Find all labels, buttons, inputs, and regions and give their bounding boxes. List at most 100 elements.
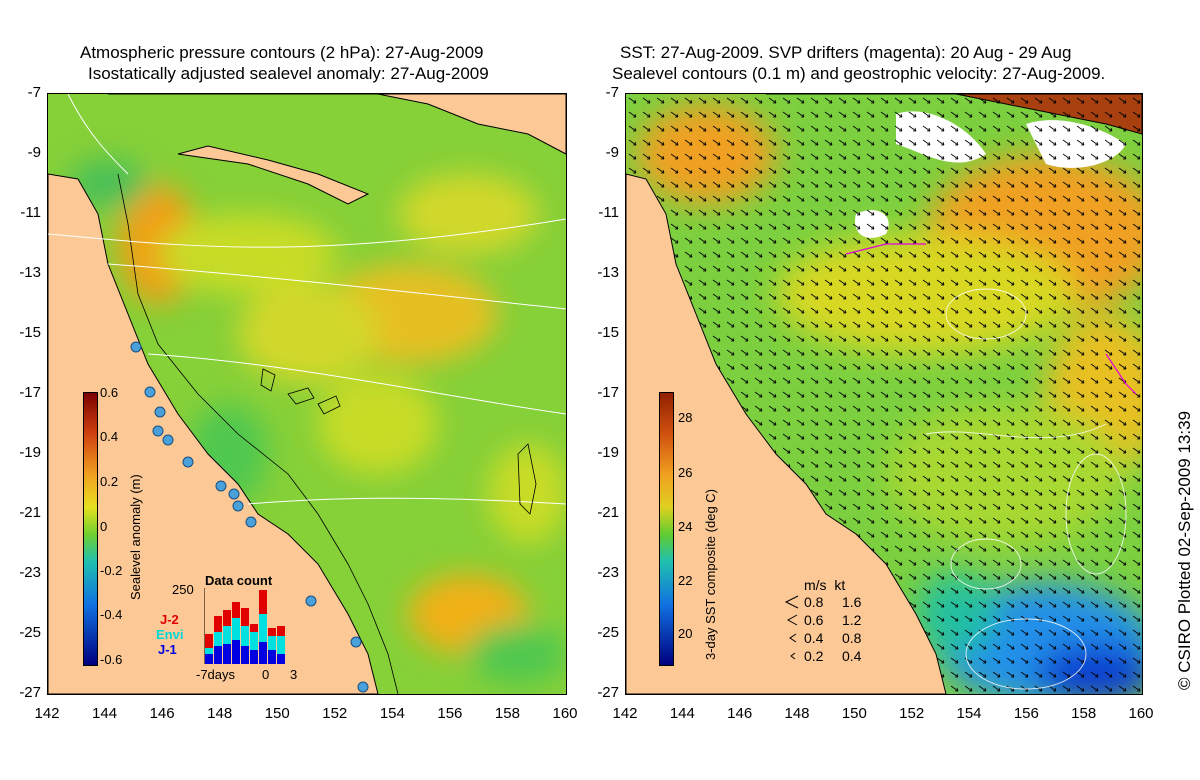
lat-tick-label: -19: [19, 444, 41, 461]
lat-tick-label: -25: [597, 624, 619, 641]
lat-tick-label: -27: [19, 684, 41, 701]
lon-tick-label: 154: [956, 705, 982, 722]
lat-tick-label: -23: [19, 564, 41, 581]
lat-tick-label: -9: [27, 144, 41, 161]
left-cbar-tick-0: 0.6: [100, 385, 119, 400]
lat-tick-label: -23: [597, 564, 619, 581]
sealevel-contours: [925, 288, 1127, 690]
lat-tick-label: -19: [597, 444, 619, 461]
left-map-sealevel: [47, 93, 567, 695]
legend-kt: 0.4: [842, 648, 862, 664]
legend-kt: 1.2: [842, 612, 862, 628]
new-guinea-land: [108, 94, 566, 155]
svp-drifter-tracks: [845, 243, 1137, 395]
left-cbar-tick-2: 0.2: [100, 474, 119, 489]
right-map-sst: [625, 93, 1143, 695]
right-cbar-title: 3-day SST composite (deg C): [703, 489, 718, 660]
lat-tick-label: -15: [19, 324, 41, 341]
inset-series-j1: J-1: [158, 642, 177, 657]
inset-bars: [203, 588, 285, 664]
legend-kt: 1.6: [842, 594, 862, 610]
lon-tick-label: 146: [727, 705, 753, 722]
inset-title: Data count: [205, 573, 273, 588]
arrow-icon: [789, 633, 797, 643]
inset-max-label: 250: [172, 582, 194, 597]
lon-tick-label: 144: [669, 705, 695, 722]
left-cbar-tick-1: 0.4: [100, 429, 119, 444]
lat-tick-label: -17: [19, 384, 41, 401]
lon-tick-label: 150: [841, 705, 867, 722]
right-title-line2: Sealevel contours (0.1 m) and geostrophi…: [612, 64, 1106, 83]
arrow-icon: [784, 595, 799, 609]
lat-tick-label: -25: [19, 624, 41, 641]
legend-ms: 0.6: [804, 612, 824, 628]
lat-tick-label: -11: [20, 204, 41, 221]
australia-land: [48, 173, 379, 694]
left-colorbar: [83, 392, 98, 666]
lat-tick-label: -7: [605, 84, 619, 101]
lat-tick-label: -9: [605, 144, 619, 161]
inset-x-end: 3: [290, 667, 298, 682]
right-colorbar: [659, 392, 674, 666]
data-count-inset: [203, 588, 294, 664]
lat-tick-label: -11: [598, 204, 619, 221]
lat-tick-label: -27: [597, 684, 619, 701]
lon-tick-label: 152: [899, 705, 925, 722]
geostrophic-velocity-arrows: [626, 94, 1142, 694]
lon-tick-label: 160: [1128, 705, 1154, 722]
left-cbar-tick-5: -0.4: [100, 607, 123, 622]
inset-x-start: -7days: [196, 667, 236, 682]
lon-tick-label: 144: [92, 705, 118, 722]
inset-series-j2: J-2: [160, 612, 179, 627]
inset-x-zero: 0: [262, 667, 270, 682]
lon-tick-label: 152: [322, 705, 348, 722]
pressure-contours: [48, 94, 566, 505]
arrow-icon: [786, 614, 798, 626]
lon-tick-label: 156: [437, 705, 463, 722]
lon-tick-label: 154: [379, 705, 405, 722]
right-map-canvas: [626, 94, 1142, 694]
lat-tick-label: -17: [597, 384, 619, 401]
island-chain: [177, 145, 370, 205]
lon-tick-label: 158: [494, 705, 520, 722]
tide-gauge-stations: [130, 341, 369, 693]
left-map-canvas: [48, 94, 566, 694]
credit-text: © CSIRO Plotted 02-Sep-2009 13:39: [1175, 410, 1194, 690]
legend-kt: 0.8: [842, 630, 862, 646]
lon-tick-label: 160: [552, 705, 578, 722]
lat-tick-label: -13: [19, 264, 41, 281]
lon-tick-label: 148: [784, 705, 810, 722]
right-title-line1: SST: 27-Aug-2009. SVP drifters (magenta)…: [620, 43, 1072, 62]
inset-series-envi: Envi: [156, 627, 184, 642]
legend-ms: 0.2: [804, 648, 824, 664]
lat-tick-label: -21: [19, 504, 41, 521]
right-cbar-tick-0: 28: [678, 410, 693, 425]
arrow-icon: [790, 652, 796, 660]
lon-tick-label: 158: [1071, 705, 1097, 722]
left-title-line1: Atmospheric pressure contours (2 hPa): 2…: [80, 43, 484, 62]
ocean-field: [48, 94, 566, 694]
lon-tick-label: 148: [207, 705, 233, 722]
left-cbar-tick-4: -0.2: [100, 563, 123, 578]
left-title-line2: Isostatically adjusted sealevel anomaly:…: [88, 64, 489, 83]
lat-tick-label: -15: [597, 324, 619, 341]
left-cbar-tick-6: -0.6: [100, 652, 123, 667]
left-cbar-title: Sealevel anomaly (m): [128, 474, 143, 600]
legend-ms: 0.8: [804, 594, 824, 610]
right-cbar-tick-2: 24: [678, 519, 693, 534]
right-cbar-tick-4: 20: [678, 626, 693, 641]
lon-tick-label: 146: [149, 705, 175, 722]
right-cbar-tick-1: 26: [678, 465, 693, 480]
velocity-legend-header: m/s kt: [804, 577, 846, 593]
left-cbar-tick-3: 0: [100, 519, 108, 534]
lat-tick-label: -21: [597, 504, 619, 521]
right-cbar-tick-3: 22: [678, 573, 693, 588]
shelf-contour: [117, 173, 399, 694]
reef-islands: [260, 368, 537, 515]
lat-tick-label: -7: [27, 84, 41, 101]
legend-ms: 0.4: [804, 630, 824, 646]
lon-tick-label: 142: [612, 705, 638, 722]
lon-tick-label: 142: [34, 705, 60, 722]
lon-tick-label: 150: [264, 705, 290, 722]
lon-tick-label: 156: [1013, 705, 1039, 722]
